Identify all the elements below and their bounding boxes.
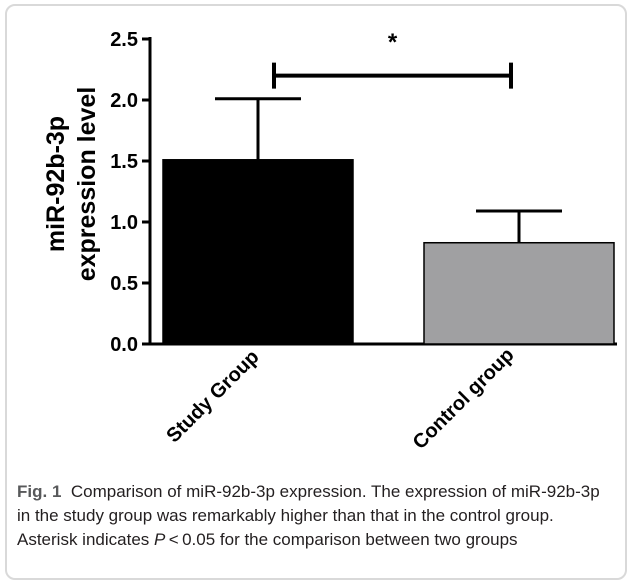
error-bars xyxy=(215,97,562,243)
y-axis-label-line1: miR-92b-3p xyxy=(42,116,70,252)
p-value-symbol: P xyxy=(154,530,166,549)
y-tick-label: 1.0 xyxy=(110,212,138,234)
bar xyxy=(423,241,615,345)
y-axis-label: miR-92b-3p expression level xyxy=(42,87,101,282)
x-tick-label: Study Group xyxy=(162,346,263,447)
y-tick-label: 2.5 xyxy=(110,29,138,51)
x-tick-label: Control group xyxy=(409,344,519,454)
caption-text: Comparison of miR-92b-3p expression. The… xyxy=(17,482,600,549)
y-tick-label: 0.0 xyxy=(110,334,138,356)
y-ticks: 0.0 0.5 1.0 1.5 2.0 2.5 xyxy=(110,29,150,356)
bar-chart: miR-92b-3p expression level 0.0 0.5 1.0 1.5… xyxy=(42,29,617,454)
significance-marker: * xyxy=(388,29,398,56)
figure-label: Fig. 1 xyxy=(17,482,62,501)
caption-text-end: < 0.05 for the comparison between two gr… xyxy=(165,530,518,549)
bar xyxy=(162,159,354,345)
bars xyxy=(162,159,615,345)
figure-caption: Fig. 1 Comparison of miR-92b-3p expressi… xyxy=(17,480,617,552)
y-tick-label: 0.5 xyxy=(110,273,138,295)
y-tick-label: 2.0 xyxy=(110,90,138,112)
figure-panel: miR-92b-3p expression level 0.0 0.5 1.0 1.5… xyxy=(5,4,627,580)
y-axis-label-line2: expression level xyxy=(73,87,101,282)
x-tick-labels: Study Group Control group xyxy=(162,344,518,454)
significance-bracket: * xyxy=(272,29,513,89)
y-tick-label: 1.5 xyxy=(110,151,138,173)
